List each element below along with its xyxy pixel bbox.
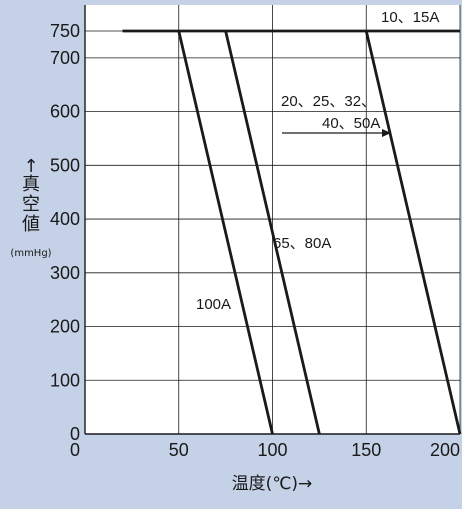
annotations: 10、15A 20、25、32、 40、50A 65、80A 100A: [196, 9, 439, 313]
y-tick-label: 700: [50, 48, 80, 68]
series-line-1: [177, 30, 274, 435]
series-line-3: [364, 30, 462, 435]
annotation-100a: 100A: [196, 296, 231, 313]
annotation-20-25-32: 20、25、32、: [281, 93, 376, 110]
annotation-40-50a: 40、50A: [322, 115, 380, 132]
y-tick-label: 750: [50, 21, 80, 41]
y-tick-label: 600: [50, 102, 80, 122]
series-lines: [122, 29, 462, 435]
y-tick-label: 100: [50, 370, 80, 390]
y-tick-label: 500: [50, 155, 80, 175]
y-axis-title: 真空値: [22, 174, 40, 235]
x-axis-title: 温度(℃)→: [232, 474, 313, 494]
annotation-10-15a: 10、15A: [381, 9, 439, 26]
y-axis-arrow: ↑: [23, 156, 38, 177]
x-tick-label: 50: [169, 440, 189, 460]
annotation-65-80a: 65、80A: [273, 235, 331, 252]
y-tick-label: 200: [50, 317, 80, 337]
x-tick-label: 0: [70, 440, 80, 460]
y-axis-unit: (mmHg): [10, 248, 51, 259]
tick-labels: 0 100 200 300 400 500 600 700 750 0 50 100 150 200: [50, 21, 460, 460]
x-tick-label: 150: [351, 440, 381, 460]
x-tick-label: 200: [430, 440, 460, 460]
x-tick-label: 100: [257, 440, 287, 460]
y-tick-label: 400: [50, 209, 80, 229]
y-tick-label: 300: [50, 263, 80, 283]
annotation-arrow-head: [382, 129, 391, 137]
y-tick-label: 0: [70, 424, 80, 444]
axis-titles: 温度(℃)→ ↑ 真空値 (mmHg): [10, 156, 312, 494]
series-line-2: [224, 30, 321, 435]
